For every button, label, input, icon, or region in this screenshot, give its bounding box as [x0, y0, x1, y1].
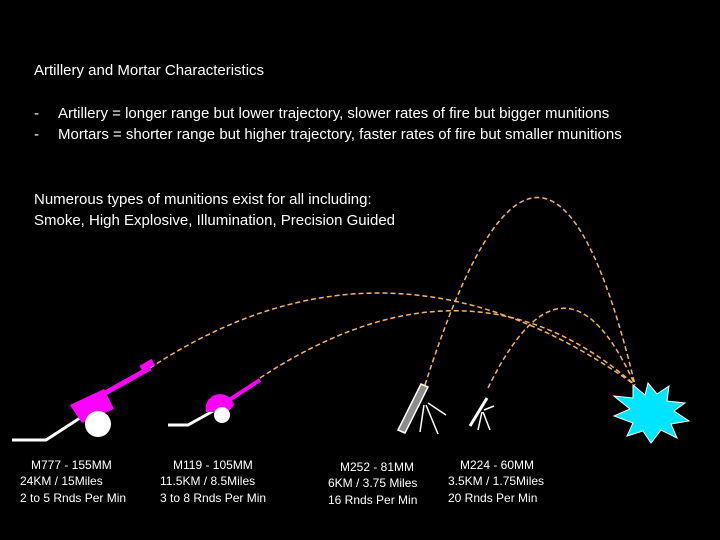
m252-rate: 16 Rnds Per Min — [328, 493, 417, 507]
m119-name: M119 - 105MM — [173, 458, 253, 472]
trajectory-m119 — [259, 309, 636, 386]
m119-howitzer-icon — [168, 378, 262, 427]
m252-tube — [396, 383, 430, 434]
munitions-types: Smoke, High Explosive, Illumination, Pre… — [34, 212, 396, 229]
bullet-mortars: - Mortars = shorter range but higher traj… — [34, 126, 622, 144]
m224-name: M224 - 60MM — [460, 458, 534, 472]
m224-range: 3.5KM / 1.75Miles — [448, 474, 544, 488]
m777-trail — [12, 416, 81, 442]
m252-name: M252 - 81MM — [340, 460, 414, 474]
m119-barrel — [212, 378, 262, 412]
m252-bipod-leg-left — [419, 404, 425, 433]
m119-trail — [168, 408, 216, 427]
m777-barrel — [80, 365, 152, 409]
impact-burst-icon — [612, 381, 691, 444]
bullet-marker: - — [34, 126, 39, 143]
m119-carriage — [205, 394, 234, 412]
m252-range: 6KM / 3.75 Miles — [328, 476, 417, 490]
m252-bipod-leg-right — [425, 404, 439, 435]
m777-muzzle — [139, 358, 156, 372]
m252-mortar-icon — [396, 383, 447, 435]
m777-howitzer-icon — [12, 358, 156, 442]
m119-rate: 3 to 8 Rnds Per Min — [160, 491, 266, 505]
m777-wheel — [85, 411, 111, 437]
m224-bipod-leg-left — [477, 411, 483, 431]
m119-wheel — [214, 407, 230, 423]
m777-name: M777 - 155MM — [31, 458, 112, 472]
bullet-marker: - — [34, 105, 39, 122]
bullet-text: Mortars = shorter range but higher traje… — [58, 126, 622, 143]
bullet-artillery: - Artillery = longer range but lower traj… — [34, 105, 609, 123]
trajectory-m224 — [487, 307, 636, 389]
m777-range: 24KM / 15Miles — [20, 474, 103, 488]
m224-tube — [468, 397, 489, 427]
m224-mortar-icon — [468, 397, 495, 431]
m252-bipod-arm — [427, 402, 447, 416]
m224-bipod-leg-right — [482, 411, 491, 431]
trajectory-m252 — [424, 197, 636, 386]
m224-bipod-arm — [483, 405, 495, 411]
m224-rate: 20 Rnds Per Min — [448, 491, 537, 505]
trajectory-group — [149, 197, 636, 389]
munitions-intro: Numerous types of munitions exist for al… — [34, 191, 372, 208]
bullet-text: Artillery = longer range but lower traje… — [58, 105, 610, 122]
m119-range: 11.5KM / 8.5Miles — [160, 474, 255, 488]
slide-title: Artillery and Mortar Characteristics — [34, 62, 265, 79]
m777-carriage — [70, 389, 114, 423]
trajectory-m777 — [149, 292, 636, 386]
m777-rate: 2 to 5 Rnds Per Min — [20, 491, 126, 505]
weapon-captions: M777 - 155MM 24KM / 15Miles 2 to 5 Rnds … — [20, 458, 544, 507]
